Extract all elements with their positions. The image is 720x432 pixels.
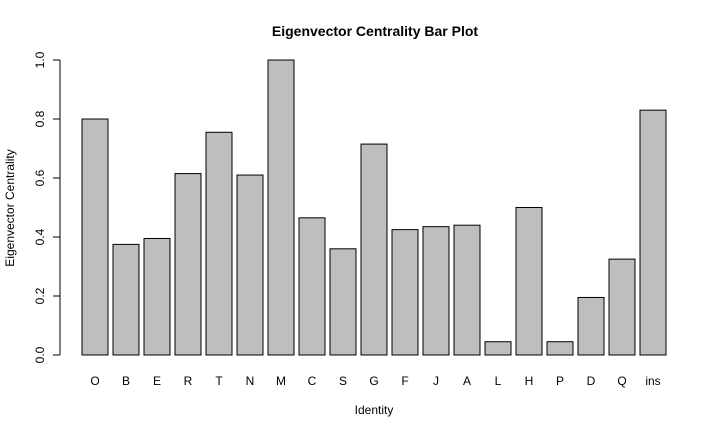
chart-title: Eigenvector Centrality Bar Plot (272, 23, 479, 39)
bar-S (329, 248, 357, 356)
x-tick-label: T (215, 374, 223, 388)
y-tick-label: 0.4 (33, 228, 47, 245)
bar-F (391, 229, 419, 356)
bar-C (298, 217, 326, 356)
bar-E (143, 237, 171, 356)
x-tick-label: P (556, 374, 564, 388)
bar-H (515, 207, 543, 356)
x-tick-label: Q (617, 374, 626, 388)
x-tick-label: O (90, 374, 99, 388)
x-tick-label: F (401, 374, 408, 388)
y-tick-label: 0.0 (33, 346, 47, 363)
bar-B (112, 243, 140, 356)
y-axis: 0.0 0.2 0.4 0.6 0.8 1.0 (33, 51, 61, 363)
bar-J (422, 226, 450, 356)
bar-D (577, 296, 605, 356)
bar-ins (639, 109, 667, 356)
x-tick-label: L (495, 374, 502, 388)
x-tick-label: B (122, 374, 130, 388)
x-tick-label: ins (645, 374, 660, 388)
bar-O (81, 118, 109, 356)
bar-R (174, 173, 202, 356)
x-tick-label: M (276, 374, 286, 388)
x-tick-label: A (463, 374, 471, 388)
x-tick-label: G (369, 374, 378, 388)
y-tick-label: 0.2 (33, 287, 47, 304)
bar-P (546, 341, 574, 356)
y-axis-label: Eigenvector Centrality (3, 149, 17, 266)
bar-G (360, 143, 388, 356)
y-tick-label: 0.8 (33, 110, 47, 127)
x-tick-label: J (433, 374, 439, 388)
bar-A (453, 224, 481, 356)
bar-L (484, 341, 512, 356)
bar-Q (608, 258, 636, 356)
x-tick-label: N (246, 374, 255, 388)
bar-T (205, 131, 233, 356)
x-axis-label: Identity (355, 403, 394, 417)
x-tick-label: D (587, 374, 596, 388)
x-tick-label: S (339, 374, 347, 388)
x-tick-label: C (308, 374, 317, 388)
bar-N (236, 174, 264, 356)
x-tick-label: R (184, 374, 193, 388)
x-tick-label: H (525, 374, 534, 388)
x-tick-label: E (153, 374, 161, 388)
bar-M (267, 59, 295, 356)
bars-group (81, 59, 667, 356)
y-tick-label: 0.6 (33, 169, 47, 186)
y-tick-label: 1.0 (33, 51, 47, 68)
